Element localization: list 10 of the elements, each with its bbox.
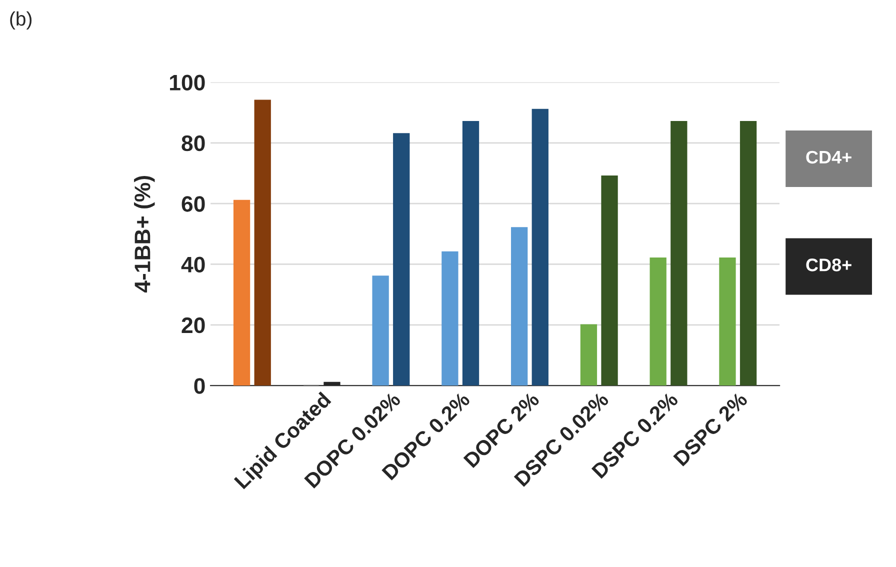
y-tick-label: 20 bbox=[182, 317, 205, 334]
y-tick-label: 0 bbox=[194, 378, 205, 394]
text: (b) bbox=[10, 11, 32, 30]
y-axis-title: 4-1BB+ (%) bbox=[134, 176, 155, 293]
y-tick-label: 100 bbox=[170, 74, 205, 90]
y-tick-label: 40 bbox=[181, 256, 205, 272]
text: CD4+ bbox=[806, 150, 852, 164]
y-tick-label: 60 bbox=[182, 196, 205, 212]
y-tick-label: 80 bbox=[182, 135, 205, 152]
text: CD8+ bbox=[806, 258, 852, 272]
